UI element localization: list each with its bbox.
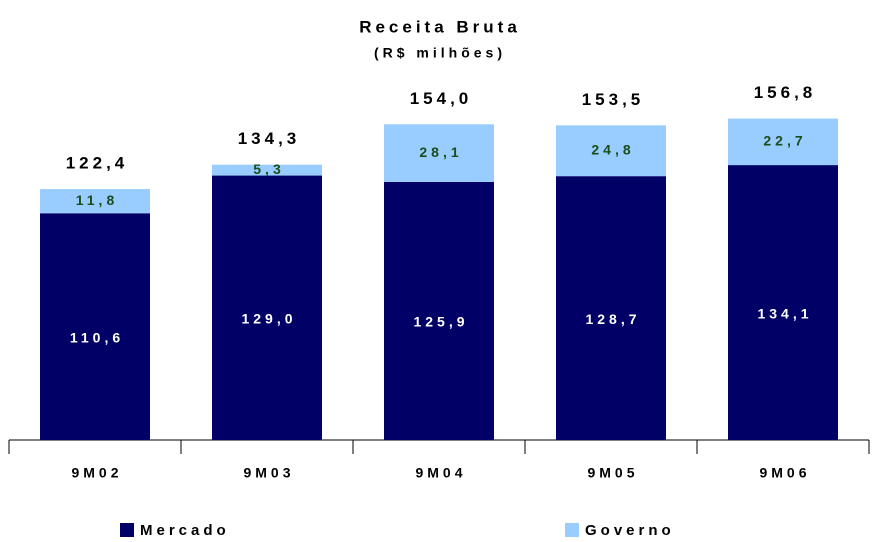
value-label: 125,9 — [413, 314, 468, 330]
bar-segment — [212, 164, 322, 176]
value-label: 129,0 — [241, 310, 296, 326]
legend-label: Mercado — [140, 522, 230, 539]
legend-swatch — [120, 523, 134, 537]
value-label: 22,7 — [763, 133, 806, 149]
bar-segment — [40, 189, 150, 214]
value-label: 11,8 — [76, 192, 118, 208]
bar-segment — [384, 181, 494, 440]
x-tick-label: 9M03 — [243, 465, 294, 481]
total-label: 153,5 — [582, 90, 645, 109]
value-label: 24,8 — [591, 141, 634, 157]
bar-segment — [556, 125, 666, 177]
total-label: 154,0 — [410, 89, 473, 108]
bar-segment — [728, 165, 838, 440]
value-label: 28,1 — [419, 144, 462, 160]
total-label: 122,4 — [66, 154, 129, 173]
chart-subtitle: (R$ milhões) — [374, 45, 506, 61]
bar-segment — [40, 213, 150, 440]
value-label: 5,3 — [253, 161, 284, 177]
total-label: 134,3 — [238, 129, 301, 148]
value-label: 110,6 — [70, 329, 124, 345]
legend-label: Governo — [585, 522, 675, 539]
x-tick-label: 9M04 — [415, 465, 466, 481]
chart-title: Receita Bruta — [359, 17, 521, 36]
legend-swatch — [565, 523, 579, 537]
bar-segment — [556, 176, 666, 441]
total-label: 156,8 — [754, 83, 817, 102]
x-tick-label: 9M06 — [759, 465, 810, 481]
bar-segment — [728, 118, 838, 166]
value-label: 128,7 — [585, 311, 640, 327]
x-tick-label: 9M05 — [587, 465, 638, 481]
bar-segment — [384, 124, 494, 182]
bar-segment — [212, 175, 322, 441]
value-label: 134,1 — [757, 305, 812, 321]
x-tick-label: 9M02 — [71, 465, 122, 481]
